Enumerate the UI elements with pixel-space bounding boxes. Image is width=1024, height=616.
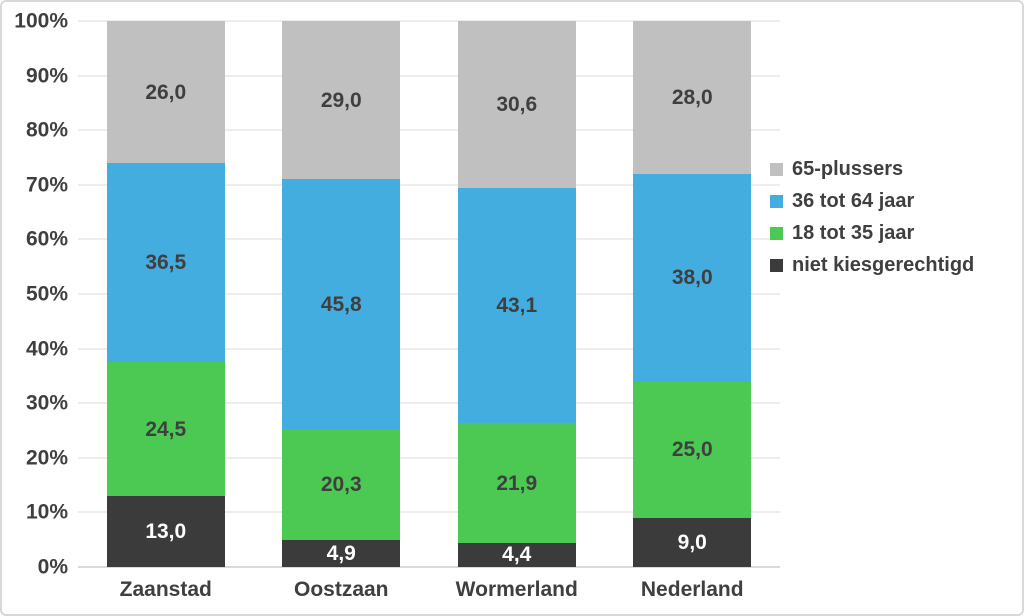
bar-segment: 29,0 <box>282 21 401 180</box>
data-label: 30,6 <box>496 93 538 117</box>
bar-segment: 45,8 <box>282 179 401 430</box>
legend-label: 65-plussers <box>792 158 904 180</box>
legend-label: 36 tot 64 jaar <box>792 190 915 212</box>
gridline <box>78 402 780 405</box>
bar-segment: 24,5 <box>106 362 225 497</box>
legend-item: 36 tot 64 jaar <box>770 191 974 211</box>
data-label: 36,5 <box>145 251 187 275</box>
data-label: 45,8 <box>320 292 362 316</box>
y-axis-tick-label: 40% <box>25 337 68 361</box>
y-axis: 0% 10% 20% 30% 40% 50% 60% 70% 80% 90% 100% <box>2 11 68 578</box>
y-axis-tick-label: 90% <box>25 64 68 88</box>
bar-segment: 28,0 <box>633 21 752 174</box>
gridline <box>78 20 780 22</box>
x-axis-category-label: Wormerland <box>455 578 578 601</box>
gridlines <box>78 20 780 568</box>
bar-segment: 4,4 <box>457 542 576 567</box>
stacked-bar: 4,4 21,9 43,1 30,6 <box>457 21 576 567</box>
legend-item: 18 tot 35 jaar <box>770 223 974 243</box>
legend-item: 65-plussers <box>770 159 974 179</box>
bar-segment: 25,0 <box>633 381 752 518</box>
gridline <box>78 511 780 514</box>
bar-segment: 9,0 <box>633 517 752 567</box>
y-axis-tick-label: 100% <box>14 9 68 33</box>
data-label: 29,0 <box>320 88 362 112</box>
gridline <box>78 347 780 350</box>
bar-segment: 21,9 <box>457 423 576 543</box>
bars-container: 13,0 24,5 36,5 26,0 4,9 20,3 45,8 29,0 4,4 21,9 43… <box>78 21 780 567</box>
gridline <box>78 129 780 132</box>
bar-segment: 13,0 <box>106 496 225 567</box>
data-label: 38,0 <box>671 266 713 290</box>
x-axis: Zaanstad Oostzaan Wormerland Nederland <box>78 579 780 600</box>
data-label: 43,1 <box>496 294 538 318</box>
stacked-bar: 9,0 25,0 38,0 28,0 <box>633 21 752 567</box>
gridline <box>78 238 780 241</box>
x-axis-category-label: Oostzaan <box>293 578 389 601</box>
data-label: 4,9 <box>326 542 356 566</box>
bar-segment: 26,0 <box>106 21 225 163</box>
gridline <box>78 456 780 459</box>
y-axis-tick-label: 10% <box>25 500 68 524</box>
y-axis-tick-label: 60% <box>25 227 68 251</box>
bar-group-oostzaan: 4,9 20,3 45,8 29,0 <box>254 21 430 567</box>
data-label: 24,5 <box>145 417 187 441</box>
y-axis-tick-label: 30% <box>25 391 68 415</box>
stacked-bar: 4,9 20,3 45,8 29,0 <box>282 21 401 567</box>
legend-label: niet kiesgerechtigd <box>792 254 975 276</box>
plot-area: 13,0 24,5 36,5 26,0 4,9 20,3 45,8 29,0 4,4 21,9 43… <box>78 20 780 568</box>
y-axis-tick-label: 50% <box>25 282 68 306</box>
bar-segment: 38,0 <box>633 173 752 382</box>
y-axis-tick-label: 0% <box>37 555 68 579</box>
data-label: 13,0 <box>145 520 187 544</box>
y-axis-tick-label: 70% <box>25 173 68 197</box>
data-label: 4,4 <box>502 543 532 567</box>
stacked-bar: 13,0 24,5 36,5 26,0 <box>106 21 225 567</box>
x-axis-category-label: Zaanstad <box>119 578 212 601</box>
bar-group-wormerland: 4,4 21,9 43,1 30,6 <box>429 21 605 567</box>
data-label: 9,0 <box>677 530 707 554</box>
data-label: 20,3 <box>320 473 362 497</box>
bar-segment: 20,3 <box>282 429 401 541</box>
y-axis-tick-label: 20% <box>25 446 68 470</box>
x-axis-category-label: Nederland <box>640 578 744 601</box>
legend-item: niet kiesgerechtigd <box>770 255 974 275</box>
gridline <box>78 566 780 568</box>
data-label: 26,0 <box>145 80 187 104</box>
data-label: 28,0 <box>671 85 713 109</box>
y-axis-tick-label: 80% <box>25 118 68 142</box>
gridline <box>78 293 780 295</box>
bar-group-nederland: 9,0 25,0 38,0 28,0 <box>605 21 781 567</box>
data-label: 21,9 <box>496 471 538 495</box>
bar-segment: 43,1 <box>457 188 576 424</box>
gridline <box>78 183 780 186</box>
legend-swatch-icon <box>770 162 783 176</box>
legend-swatch-icon <box>770 226 783 240</box>
legend-label: 18 tot 35 jaar <box>792 222 915 244</box>
bar-segment: 30,6 <box>457 21 576 189</box>
data-label: 25,0 <box>671 438 713 462</box>
bar-segment: 36,5 <box>106 162 225 363</box>
legend-swatch-icon <box>770 194 783 208</box>
bar-segment: 4,9 <box>282 540 401 567</box>
gridline <box>78 74 780 77</box>
bar-group-zaanstad: 13,0 24,5 36,5 26,0 <box>78 21 254 567</box>
legend: 65-plussers 36 tot 64 jaar 18 tot 35 jaar n… <box>770 159 974 287</box>
legend-swatch-icon <box>770 258 783 272</box>
